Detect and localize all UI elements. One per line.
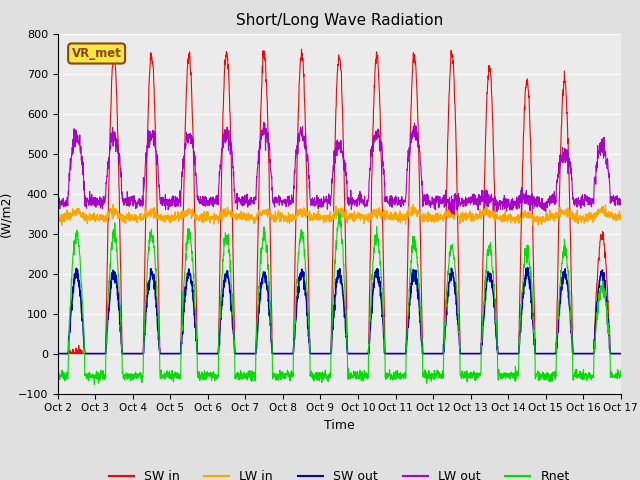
LW out [518, 215, 525, 221]
SW in [503, 351, 511, 357]
Rnet [568, 326, 575, 332]
LW out [503, 196, 511, 202]
SW in [617, 351, 625, 357]
Rnet [583, 373, 591, 379]
LW in [504, 219, 511, 225]
LW in [211, 216, 219, 221]
Line: LW in: LW in [58, 204, 621, 225]
Text: VR_met: VR_met [72, 47, 122, 60]
Rnet [504, 371, 511, 376]
LW in [617, 215, 625, 220]
SW in [211, 351, 218, 357]
Line: LW out: LW out [58, 122, 621, 218]
LW in [583, 213, 591, 219]
Rnet [90, 382, 98, 387]
SW out [617, 351, 625, 357]
Title: Short/Long Wave Radiation: Short/Long Wave Radiation [236, 13, 443, 28]
Line: Rnet: Rnet [58, 213, 621, 384]
X-axis label: Time: Time [324, 419, 355, 432]
LW in [356, 211, 364, 216]
SW out [524, 265, 531, 271]
SW out [54, 351, 61, 357]
LW out [368, 148, 376, 154]
SW out [211, 351, 218, 357]
LW in [568, 212, 575, 217]
LW out [617, 201, 625, 207]
SW in [583, 351, 591, 357]
LW out [583, 193, 591, 199]
LW out [568, 177, 575, 182]
SW out [356, 351, 364, 357]
SW in [368, 172, 376, 178]
Legend: SW in, LW in, SW out, LW out, Rnet: SW in, LW in, SW out, LW out, Rnet [104, 465, 575, 480]
LW in [58, 222, 66, 228]
LW in [368, 211, 376, 216]
Rnet [54, 372, 61, 378]
LW out [54, 201, 61, 207]
Y-axis label: (W/m2): (W/m2) [0, 191, 12, 237]
Rnet [369, 276, 376, 282]
SW out [368, 305, 376, 311]
Rnet [211, 373, 219, 379]
SW in [298, 46, 305, 52]
Rnet [617, 367, 625, 373]
Rnet [335, 210, 342, 216]
Line: SW in: SW in [58, 49, 621, 354]
LW out [211, 198, 218, 204]
LW in [410, 202, 417, 207]
SW out [503, 351, 511, 357]
SW out [583, 351, 591, 357]
SW out [568, 329, 575, 335]
Line: SW out: SW out [58, 268, 621, 354]
LW out [356, 199, 364, 204]
LW out [260, 120, 268, 125]
LW in [54, 214, 61, 219]
SW in [356, 351, 364, 357]
SW in [54, 351, 61, 357]
SW in [568, 272, 575, 278]
Rnet [356, 368, 364, 373]
